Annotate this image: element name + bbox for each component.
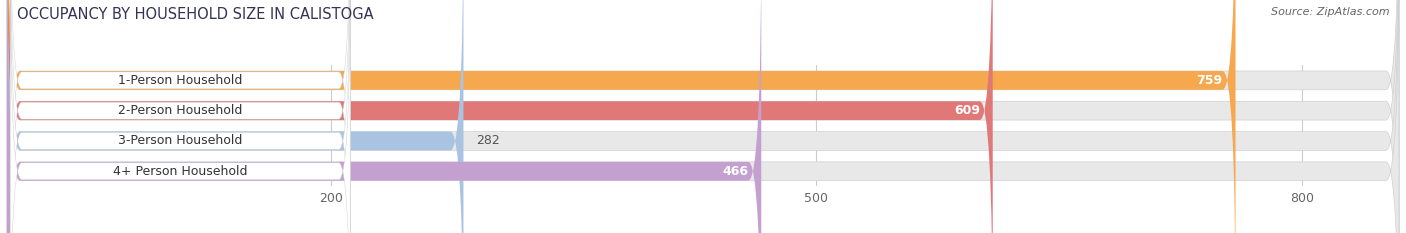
Text: OCCUPANCY BY HOUSEHOLD SIZE IN CALISTOGA: OCCUPANCY BY HOUSEHOLD SIZE IN CALISTOGA [17,7,374,22]
FancyBboxPatch shape [7,0,464,233]
FancyBboxPatch shape [7,0,1399,233]
Text: 4+ Person Household: 4+ Person Household [112,165,247,178]
FancyBboxPatch shape [10,0,350,233]
FancyBboxPatch shape [10,0,350,233]
Text: 466: 466 [723,165,748,178]
FancyBboxPatch shape [7,0,761,233]
FancyBboxPatch shape [10,0,350,233]
FancyBboxPatch shape [10,0,350,233]
Text: 2-Person Household: 2-Person Household [118,104,242,117]
FancyBboxPatch shape [7,0,1399,233]
Text: 759: 759 [1197,74,1223,87]
FancyBboxPatch shape [7,0,1399,233]
Text: 1-Person Household: 1-Person Household [118,74,242,87]
Text: 3-Person Household: 3-Person Household [118,134,242,147]
Text: 609: 609 [953,104,980,117]
Text: Source: ZipAtlas.com: Source: ZipAtlas.com [1271,7,1389,17]
Text: 282: 282 [477,134,501,147]
FancyBboxPatch shape [7,0,1399,233]
FancyBboxPatch shape [7,0,1236,233]
FancyBboxPatch shape [7,0,993,233]
